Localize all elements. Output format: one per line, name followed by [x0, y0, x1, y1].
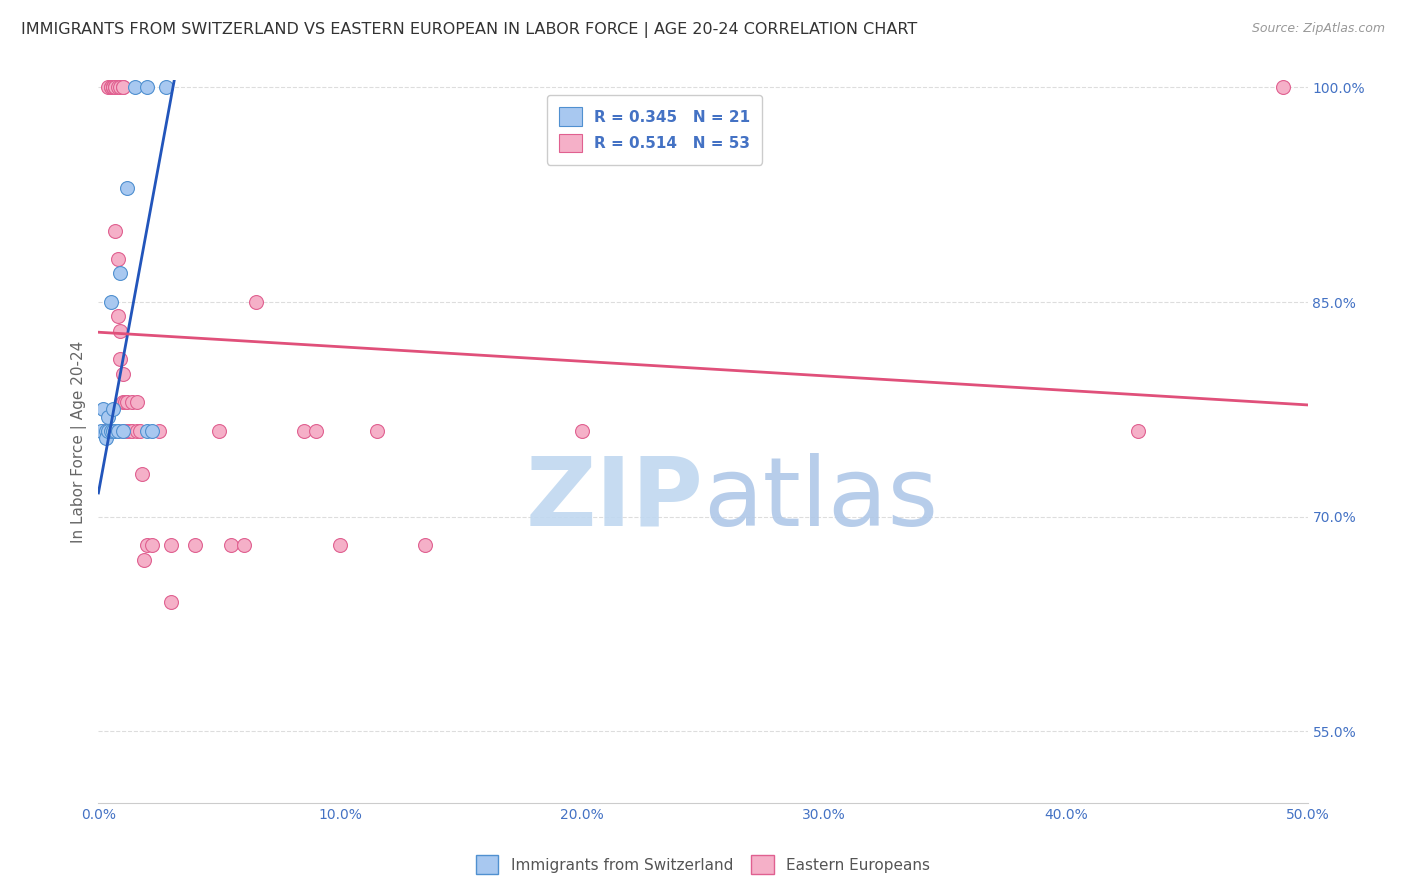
Point — [121, 424, 143, 438]
Point — [305, 424, 328, 438]
Point — [108, 352, 131, 367]
Point — [104, 80, 127, 95]
Point — [101, 80, 124, 95]
Point — [100, 295, 122, 310]
Point — [148, 424, 170, 438]
Y-axis label: In Labor Force | Age 20-24: In Labor Force | Age 20-24 — [72, 341, 87, 542]
Point — [366, 424, 388, 438]
Point — [114, 424, 136, 438]
Point — [208, 424, 231, 438]
Point — [101, 80, 124, 95]
Point — [111, 395, 134, 409]
Point — [245, 295, 267, 310]
Point — [108, 267, 131, 281]
Point — [121, 395, 143, 409]
Point — [134, 552, 156, 566]
Point — [91, 424, 114, 438]
Point — [107, 424, 129, 438]
Point — [108, 324, 131, 338]
Point — [107, 310, 129, 324]
Point — [104, 80, 127, 95]
Text: IMMIGRANTS FROM SWITZERLAND VS EASTERN EUROPEAN IN LABOR FORCE | AGE 20-24 CORRE: IMMIGRANTS FROM SWITZERLAND VS EASTERN E… — [21, 22, 917, 38]
Point — [135, 80, 157, 95]
Point — [97, 80, 120, 95]
Point — [100, 80, 122, 95]
Point — [97, 424, 120, 438]
Point — [118, 424, 141, 438]
Point — [111, 367, 134, 381]
Point — [101, 80, 124, 95]
Point — [101, 402, 124, 417]
Point — [117, 180, 139, 194]
Point — [184, 538, 207, 552]
Point — [100, 424, 122, 438]
Point — [329, 538, 352, 552]
Point — [141, 538, 163, 552]
Point — [127, 395, 149, 409]
Point — [141, 424, 163, 438]
Point — [111, 424, 134, 438]
Point — [101, 424, 124, 438]
Text: Source: ZipAtlas.com: Source: ZipAtlas.com — [1251, 22, 1385, 36]
Point — [100, 80, 122, 95]
Point — [107, 80, 129, 95]
Point — [571, 424, 593, 438]
Point — [90, 424, 112, 438]
Text: ZIP: ZIP — [524, 453, 703, 546]
Point — [104, 424, 127, 438]
Point — [1272, 80, 1295, 95]
Point — [117, 424, 139, 438]
Point — [97, 409, 120, 424]
Point — [128, 424, 150, 438]
Point — [111, 80, 134, 95]
Point — [111, 80, 134, 95]
Point — [104, 223, 127, 237]
Point — [111, 424, 134, 438]
Point — [108, 80, 131, 95]
Point — [101, 80, 124, 95]
Point — [292, 424, 315, 438]
Legend: Immigrants from Switzerland, Eastern Europeans: Immigrants from Switzerland, Eastern Eur… — [470, 849, 936, 880]
Point — [94, 424, 117, 438]
Point — [221, 538, 243, 552]
Point — [160, 595, 183, 609]
Point — [91, 402, 114, 417]
Point — [90, 824, 112, 838]
Point — [1128, 424, 1150, 438]
Point — [232, 538, 254, 552]
Point — [117, 395, 139, 409]
Point — [124, 80, 146, 95]
Point — [160, 538, 183, 552]
Point — [155, 80, 177, 95]
Point — [131, 467, 153, 481]
Point — [135, 424, 157, 438]
Legend: R = 0.345   N = 21, R = 0.514   N = 53: R = 0.345 N = 21, R = 0.514 N = 53 — [547, 95, 762, 164]
Point — [94, 431, 117, 445]
Point — [127, 424, 149, 438]
Text: atlas: atlas — [703, 453, 938, 546]
Point — [135, 538, 157, 552]
Point — [107, 252, 129, 266]
Point — [104, 80, 127, 95]
Point — [114, 395, 136, 409]
Point — [413, 538, 436, 552]
